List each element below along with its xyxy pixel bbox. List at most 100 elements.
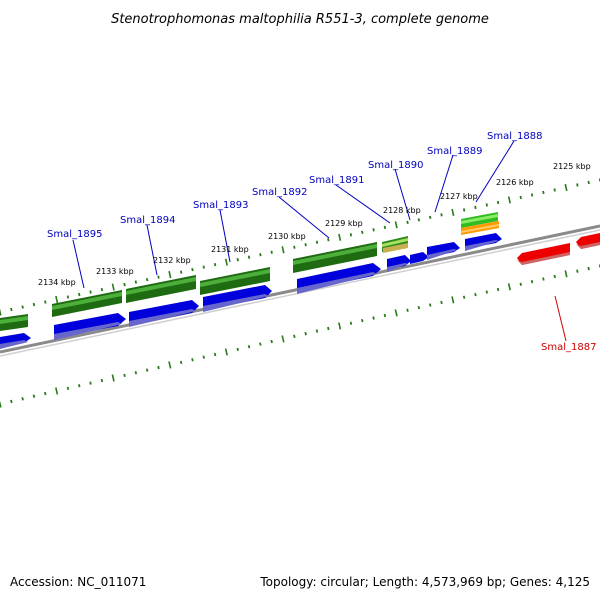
major-tick [451, 296, 455, 304]
page-title: Stenotrophomonas maltophilia R551-3, com… [111, 12, 489, 27]
minor-tick [236, 257, 239, 262]
minor-tick [293, 245, 296, 249]
minor-tick [417, 305, 421, 310]
minor-tick [361, 318, 364, 323]
minor-tick [10, 307, 13, 312]
major-tick [55, 295, 59, 304]
tick-labels: 2125 kbp 2126 kbp 2127 kbp 2128 kbp 2129… [38, 162, 591, 287]
minor-tick [327, 238, 330, 242]
gene-block[interactable] [517, 243, 570, 265]
genome-backbone-shadow [0, 229, 600, 357]
outer-tick-track [0, 178, 600, 316]
minor-tick [270, 339, 273, 344]
minor-tick [123, 282, 126, 287]
major-tick [111, 374, 115, 382]
major-tick [224, 258, 228, 266]
major-tick [564, 183, 568, 192]
minor-tick [372, 228, 375, 232]
minor-tick [462, 295, 466, 299]
minor-tick [179, 360, 183, 365]
gene-label-smal-1890[interactable]: Smal_1890 [368, 160, 423, 171]
minor-tick [10, 399, 13, 404]
minor-tick [542, 190, 545, 195]
minor-tick [553, 274, 556, 279]
minor-tick [123, 373, 126, 378]
minor-tick [32, 394, 36, 398]
minor-tick [100, 378, 104, 383]
major-tick [168, 361, 172, 369]
minor-tick [474, 205, 477, 210]
major-tick [564, 270, 568, 278]
major-tick [224, 348, 228, 356]
minor-tick [66, 295, 70, 299]
major-tick [111, 283, 115, 291]
minor-tick [372, 316, 375, 320]
minor-tick [429, 303, 432, 307]
minor-tick [349, 233, 353, 237]
inner-tick-track [0, 264, 600, 408]
minor-tick [179, 270, 183, 274]
minor-tick [474, 292, 477, 297]
minor-tick [191, 358, 194, 362]
label-leaders [72, 140, 567, 342]
gene-label-smal-1887[interactable]: Smal_1887 [541, 342, 596, 353]
tick-label: 2126 kbp [496, 178, 534, 187]
minor-tick [406, 220, 409, 225]
minor-tick [530, 193, 534, 197]
minor-tick [576, 183, 579, 187]
tick-label: 2129 kbp [325, 219, 363, 228]
minor-tick [21, 305, 24, 309]
minor-tick [293, 334, 296, 339]
minor-tick [496, 200, 500, 205]
major-tick [507, 196, 511, 204]
minor-tick [519, 195, 522, 200]
minor-tick [236, 347, 239, 352]
major-tick [394, 221, 398, 229]
minor-tick [213, 352, 217, 357]
gene-label-smal-1891[interactable]: Smal_1891 [309, 175, 364, 186]
gene-label-smal-1888[interactable]: Smal_1888 [487, 131, 542, 142]
accession-text: Accession: NC_011071 [10, 575, 146, 589]
major-tick [281, 335, 285, 343]
minor-tick [576, 269, 579, 273]
minor-tick [315, 240, 319, 244]
gene-label-smal-1895[interactable]: Smal_1895 [47, 229, 102, 240]
minor-tick [32, 302, 36, 307]
major-tick [507, 283, 511, 291]
gene-label-smal-1892[interactable]: Smal_1892 [252, 187, 307, 198]
minor-tick [485, 203, 488, 207]
gene-block[interactable] [52, 290, 122, 317]
tick-label: 2128 kbp [383, 206, 421, 215]
minor-tick [247, 255, 251, 259]
major-tick [394, 309, 398, 317]
minor-tick [78, 384, 81, 388]
minor-tick [157, 275, 160, 279]
minor-tick [315, 329, 319, 333]
minor-tick [440, 213, 443, 217]
major-tick [281, 246, 285, 254]
minor-tick [21, 397, 24, 401]
gene-label-smal-1893[interactable]: Smal_1893 [193, 200, 248, 211]
gene-label-smal-1894[interactable]: Smal_1894 [120, 215, 175, 226]
minor-tick [406, 308, 409, 312]
forward-gene-track-green [0, 212, 499, 331]
minor-tick [440, 300, 443, 305]
minor-tick [89, 290, 92, 294]
minor-tick [259, 342, 262, 346]
minor-tick [429, 215, 432, 219]
minor-tick [157, 365, 160, 370]
tick-label: 2134 kbp [38, 278, 76, 287]
minor-tick [145, 368, 149, 372]
gene-label-smal-1889[interactable]: Smal_1889 [427, 146, 482, 157]
reverse-gene-track-red [517, 233, 600, 265]
minor-tick [496, 287, 500, 292]
tick-label: 2132 kbp [153, 256, 191, 265]
forward-gene-track-blue [0, 233, 502, 349]
minor-tick [485, 290, 488, 294]
minor-tick [247, 345, 251, 349]
minor-tick [417, 218, 421, 222]
major-tick [338, 233, 342, 241]
major-tick [338, 322, 342, 330]
gene-block[interactable] [410, 252, 429, 264]
